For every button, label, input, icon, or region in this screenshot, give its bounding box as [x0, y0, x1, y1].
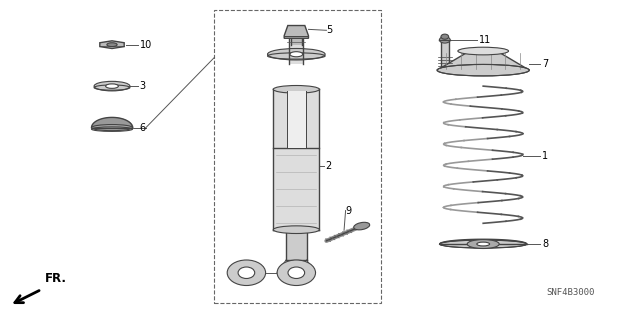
- Text: 3: 3: [140, 81, 146, 91]
- Text: 8: 8: [542, 239, 548, 249]
- Ellipse shape: [268, 48, 325, 60]
- Ellipse shape: [238, 267, 255, 278]
- Text: 10: 10: [140, 40, 152, 50]
- Ellipse shape: [440, 37, 450, 43]
- Ellipse shape: [106, 84, 118, 88]
- Ellipse shape: [273, 226, 319, 234]
- Ellipse shape: [441, 34, 449, 39]
- Text: 6: 6: [140, 122, 146, 133]
- Ellipse shape: [288, 267, 305, 278]
- Ellipse shape: [94, 81, 130, 91]
- Polygon shape: [284, 26, 308, 38]
- Text: 9: 9: [346, 205, 352, 216]
- Text: 7: 7: [542, 59, 548, 69]
- Text: FR.: FR.: [45, 272, 67, 285]
- Ellipse shape: [290, 52, 303, 57]
- Ellipse shape: [458, 47, 509, 55]
- Text: 2: 2: [325, 161, 332, 171]
- Text: 5: 5: [326, 25, 333, 35]
- Ellipse shape: [437, 64, 529, 76]
- Ellipse shape: [467, 240, 499, 249]
- Text: SNF4B3000: SNF4B3000: [547, 288, 595, 297]
- Ellipse shape: [92, 124, 132, 131]
- Ellipse shape: [440, 240, 527, 248]
- Text: 4: 4: [280, 268, 287, 278]
- Ellipse shape: [227, 260, 266, 286]
- Ellipse shape: [273, 85, 319, 93]
- Ellipse shape: [107, 43, 117, 47]
- Text: 11: 11: [479, 35, 491, 45]
- Polygon shape: [100, 41, 124, 48]
- Ellipse shape: [477, 242, 490, 246]
- Ellipse shape: [354, 222, 370, 230]
- Ellipse shape: [277, 260, 316, 286]
- Text: 1: 1: [542, 151, 548, 161]
- Polygon shape: [437, 51, 529, 70]
